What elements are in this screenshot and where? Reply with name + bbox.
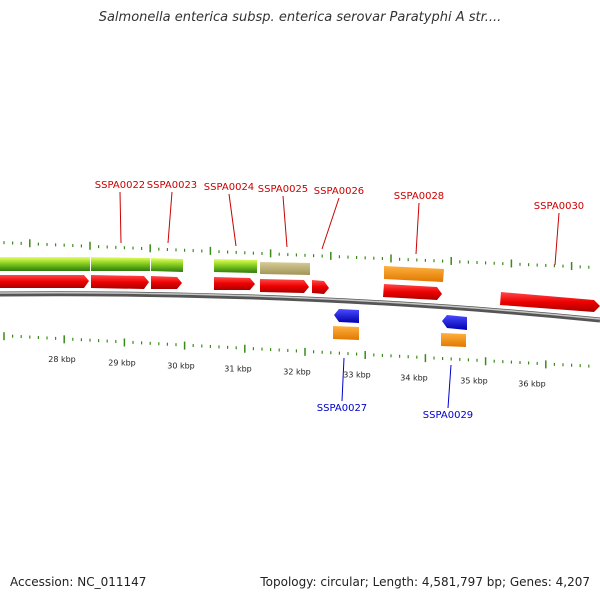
reverse-strand-genes <box>333 309 467 347</box>
scale-label: 35 kbp <box>460 377 488 386</box>
leader-line <box>447 364 452 409</box>
gene-label-sspa0025[interactable]: SSPA0025 <box>258 184 308 195</box>
scale-label: 36 kbp <box>518 380 546 389</box>
gene-label-sspa0026[interactable]: SSPA0026 <box>314 186 364 197</box>
feature-block <box>151 258 183 272</box>
scale-label: 31 kbp <box>224 364 252 373</box>
leader-line <box>341 357 345 402</box>
gene-arrow[interactable] <box>334 309 359 323</box>
gene-label-sspa0027[interactable]: SSPA0027 <box>317 403 367 414</box>
leader-line <box>119 191 122 244</box>
gene-label-sspa0030[interactable]: SSPA0030 <box>534 201 584 212</box>
label-leader-lines <box>119 191 560 409</box>
feature-block <box>260 262 310 275</box>
genome-title: Salmonella enterica subsp. enterica sero… <box>98 10 502 25</box>
scale-label: 29 kbp <box>108 358 136 367</box>
leader-line <box>282 195 288 248</box>
scale-label: 28 kbp <box>48 355 76 364</box>
gene-arrow[interactable] <box>0 275 89 288</box>
leader-line <box>321 197 340 250</box>
gene-label-sspa0029[interactable]: SSPA0029 <box>423 410 473 421</box>
gene-arrow[interactable] <box>214 277 255 290</box>
feature-block <box>333 326 359 340</box>
gene-label-sspa0028[interactable]: SSPA0028 <box>394 191 444 202</box>
feature-block <box>214 259 257 273</box>
leader-line <box>167 191 173 244</box>
scale-labels: 28 kbp 29 kbp 30 kbp 31 kbp 32 kbp 33 kbp 34 k… <box>48 355 546 388</box>
gene-arrow[interactable] <box>312 280 329 294</box>
feature-block <box>441 333 466 347</box>
scale-label: 32 kbp <box>283 367 311 376</box>
gene-arrow[interactable] <box>91 275 149 289</box>
lower-tick-row <box>3 332 590 369</box>
gene-label-sspa0023[interactable]: SSPA0023 <box>147 180 197 191</box>
gene-arrow[interactable] <box>260 279 309 293</box>
genome-stats-text: Topology: circular; Length: 4,581,797 bp… <box>260 575 590 589</box>
forward-strand-genes <box>0 275 600 312</box>
gene-arrow[interactable] <box>442 315 467 330</box>
feature-block <box>91 257 150 271</box>
feature-block <box>384 266 444 282</box>
gene-label-sspa0024[interactable]: SSPA0024 <box>204 182 254 193</box>
leader-line <box>228 193 237 247</box>
gene-arrow[interactable] <box>500 292 600 312</box>
leader-line <box>415 202 420 255</box>
scale-label: 34 kbp <box>400 374 428 383</box>
scale-label: 33 kbp <box>343 371 371 380</box>
green-feature-track <box>0 257 444 282</box>
feature-block <box>0 257 90 271</box>
gene-arrow[interactable] <box>383 284 442 300</box>
gene-label-sspa0022[interactable]: SSPA0022 <box>95 180 145 191</box>
leader-line <box>554 212 560 266</box>
accession-text: Accession: NC_011147 <box>10 575 147 589</box>
scale-label: 30 kbp <box>167 361 195 370</box>
genome-backbone <box>0 291 600 323</box>
gene-arrow[interactable] <box>151 276 182 289</box>
gene-label-group: SSPA0022 SSPA0023 SSPA0024 SSPA0025 SSPA0026… <box>95 180 584 421</box>
upper-tick-row <box>3 239 590 271</box>
